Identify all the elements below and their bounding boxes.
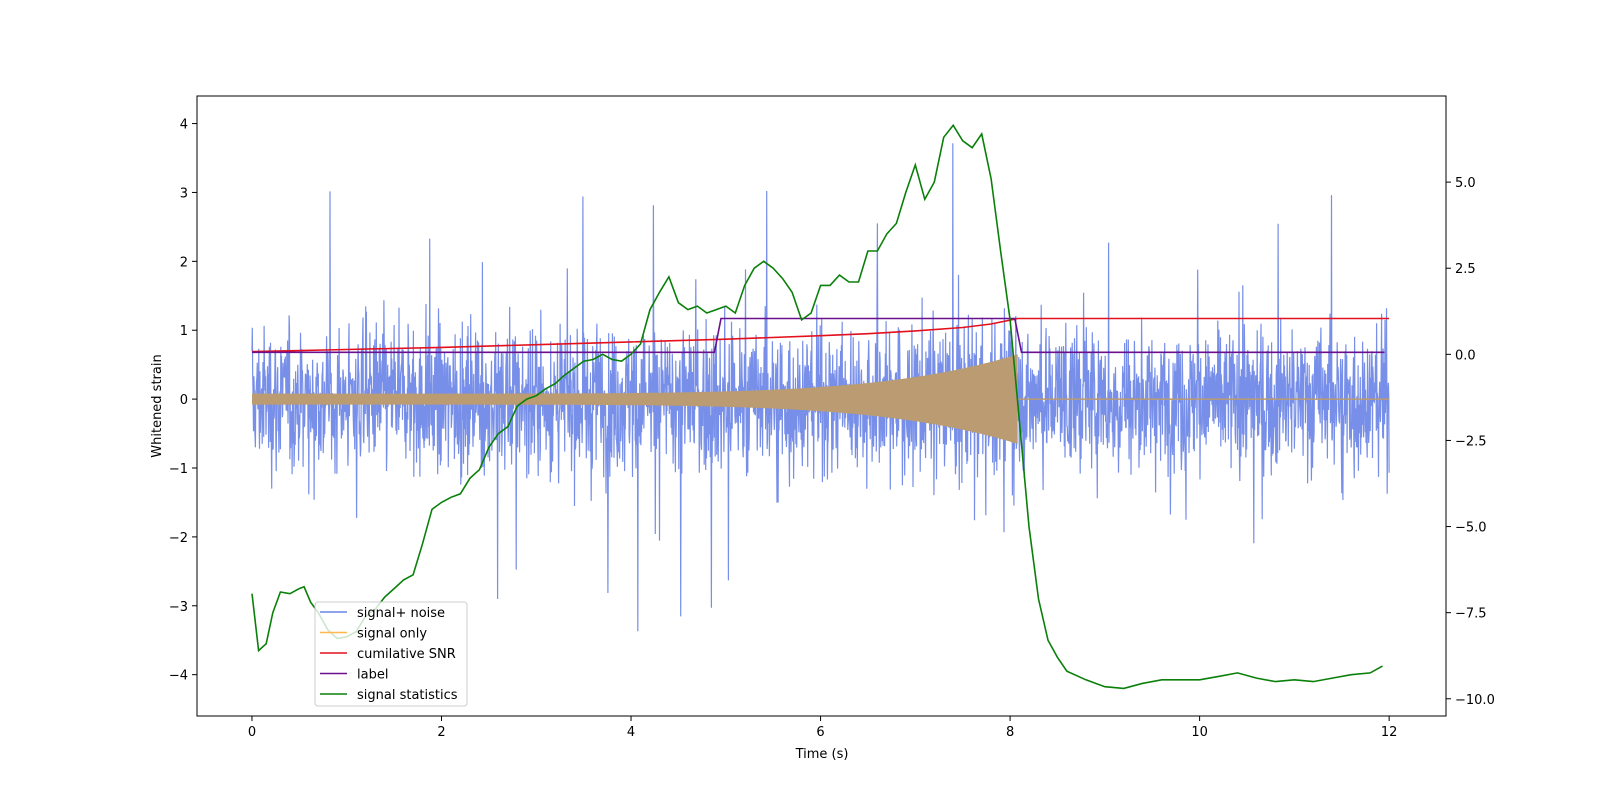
plot-frame (196, 95, 1447, 717)
x-tick-label: 2 (437, 725, 445, 740)
legend-label: label (357, 668, 388, 683)
y-tick-label: 3 (180, 186, 188, 201)
signal-series (252, 354, 1390, 444)
legend-label: cumilative SNR (357, 647, 456, 662)
y-tick-label: 4 (180, 118, 188, 133)
y-axis-label: Whitened strain (150, 354, 165, 457)
x-tick-label: 0 (248, 725, 256, 740)
legend-label: signal only (357, 627, 427, 642)
legend-label: signal statistics (357, 688, 458, 703)
y2-tick-label: 2.5 (1455, 262, 1476, 277)
x-tick-label: 8 (1006, 725, 1014, 740)
snr-line (251, 317, 1390, 353)
y2-tick-label: −7.5 (1455, 607, 1487, 622)
y-tick-label: 2 (180, 255, 188, 270)
y-tick-label: −4 (169, 669, 188, 684)
y-tick-label: −3 (169, 600, 188, 615)
x-tick-label: 6 (816, 725, 824, 740)
y2-tick-label: 5.0 (1455, 176, 1476, 191)
y2-tick-label: −5.0 (1455, 521, 1487, 536)
y-tick-label: 0 (180, 393, 188, 408)
x-tick-label: 4 (627, 725, 635, 740)
y2-tick-label: 0.0 (1455, 348, 1476, 363)
y2-tick-label: −10.0 (1455, 693, 1495, 708)
x-tick-label: 10 (1191, 725, 1208, 740)
noise-series (251, 143, 1390, 632)
x-axis-label: Time (s) (795, 747, 849, 762)
y-tick-label: −2 (169, 531, 188, 546)
y-tick-label: 1 (180, 324, 188, 339)
legend-label: signal+ noise (357, 606, 445, 621)
legend: signal+ noise signal only cumilative SNR la… (314, 601, 468, 707)
signal-envelope (252, 354, 1018, 444)
x-axis: 0 2 4 6 8 10 12 (248, 716, 1398, 740)
x-tick-label: 12 (1381, 725, 1398, 740)
y-tick-label: −1 (169, 462, 188, 477)
signal-statistics-line (251, 123, 1383, 690)
y-axis-right: −10.0 −7.5 −5.0 −2.5 0.0 2.5 5.0 (1446, 176, 1495, 708)
line-series (251, 123, 1390, 690)
y-axis-left: −4 −3 −2 −1 0 1 2 3 4 (169, 118, 197, 684)
label-line (252, 317, 1385, 354)
y2-tick-label: −2.5 (1455, 434, 1487, 449)
noise-line (251, 143, 1390, 632)
legend-box (314, 601, 468, 707)
